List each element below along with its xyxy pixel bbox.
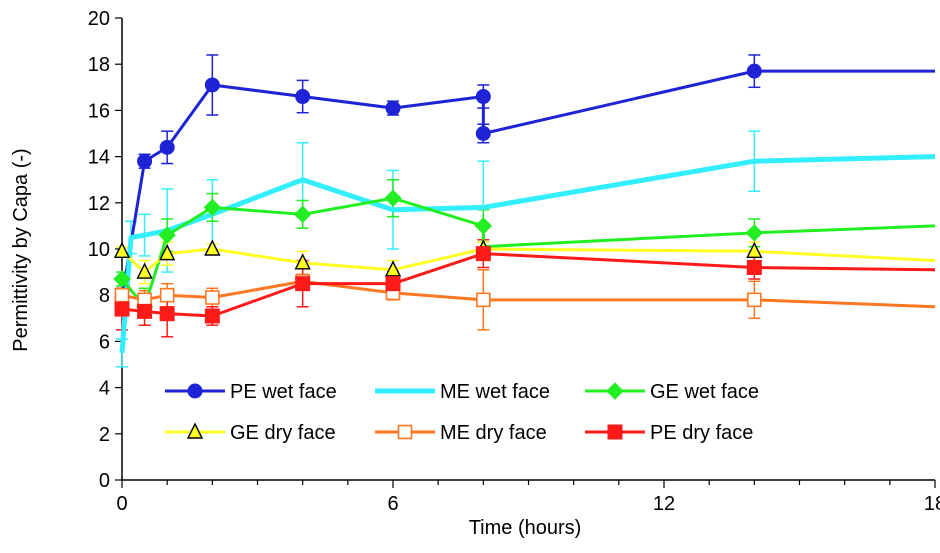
y-tick-label: 18 — [88, 54, 110, 76]
legend-swatch-marker — [606, 382, 624, 400]
y-axis-label: Permittivity by Capa (-) — [10, 148, 32, 351]
me-dry-face-point — [114, 287, 130, 303]
me-dry-face-point — [205, 290, 220, 305]
x-tick-label: 18 — [924, 493, 940, 515]
ge-wet-face-point — [293, 205, 312, 224]
legend-label: PE wet face — [230, 381, 337, 403]
series-lines — [119, 69, 936, 354]
me-dry-face-point — [159, 287, 175, 303]
y-tick-label: 14 — [88, 147, 110, 169]
pe-dry-face-point — [746, 259, 762, 275]
ge-dry-face-point — [113, 241, 131, 259]
y-tick-label: 12 — [88, 193, 110, 215]
axes: 0 2 4 6 8 10 12 14 16 18 20 0 6 12 18 — [88, 8, 940, 515]
me-dry-face-point — [747, 292, 762, 308]
ge-wet-face-point — [474, 217, 493, 235]
ge-dry-face-point — [294, 253, 311, 270]
legend-item-ge-dry-face: GE dry face — [165, 422, 336, 444]
ge-wet-face-point — [384, 189, 402, 207]
pe-dry-face-point — [204, 308, 220, 324]
ge-wet-face-point — [113, 270, 131, 288]
ge-dry-face-point — [204, 239, 221, 256]
y-tick-label: 16 — [88, 100, 110, 122]
legend-label: PE dry face — [650, 422, 753, 444]
pe-wet-face-point — [475, 126, 491, 141]
legend-swatch-marker — [397, 424, 413, 440]
me-dry-face-line — [121, 279, 936, 309]
pe-wet-face-point — [746, 63, 762, 79]
pe-wet-face-point — [475, 89, 491, 105]
y-tick-label: 0 — [99, 470, 110, 492]
me-wet-face-line — [119, 154, 936, 354]
series-markers — [113, 63, 764, 324]
pe-wet-face-line — [120, 69, 935, 298]
legend-item-ge-wet-face: GE wet face — [585, 381, 759, 403]
ge-dry-face-point — [136, 262, 153, 279]
ge-dry-face-point — [746, 241, 763, 259]
pe-dry-face-line — [121, 252, 936, 318]
legend-swatch-marker — [186, 422, 204, 439]
pe-dry-face-point — [385, 276, 401, 292]
pe-wet-face-point — [137, 153, 153, 169]
ge-wet-face-point — [158, 226, 176, 244]
x-tick-label: 6 — [387, 493, 398, 515]
pe-dry-face-point — [295, 276, 311, 292]
y-tick-label: 20 — [88, 8, 110, 30]
pe-dry-face-point — [114, 301, 130, 317]
pe-dry-face-point — [137, 303, 153, 319]
legend-item-me-dry-face: ME dry face — [375, 422, 547, 444]
y-tick-label: 10 — [88, 239, 110, 261]
legend-swatch-marker — [187, 383, 203, 399]
y-tick-label: 4 — [99, 378, 110, 400]
pe-dry-face-point — [159, 306, 175, 322]
y-tick-label: 8 — [99, 285, 110, 307]
legend-label: GE wet face — [650, 381, 759, 403]
pe-wet-face-point — [295, 89, 311, 105]
legend-item-pe-dry-face: PE dry face — [585, 422, 753, 444]
me-dry-face-point — [476, 292, 491, 308]
legend-label: ME wet face — [440, 381, 550, 403]
y-tick-label: 6 — [99, 331, 110, 353]
ge-dry-face-point — [159, 244, 176, 261]
pe-wet-face-point — [385, 100, 401, 116]
legend-item-me-wet-face: ME wet face — [375, 381, 550, 403]
ge-wet-face-point — [745, 224, 764, 242]
ge-wet-face-point — [203, 198, 222, 217]
x-tick-label: 0 — [116, 493, 127, 515]
x-axis-label: Time (hours) — [469, 517, 582, 539]
legend-label: GE dry face — [230, 422, 336, 444]
ge-dry-face-point — [384, 260, 402, 277]
legend: PE wet face ME wet face GE wet face GE dry … — [165, 381, 759, 444]
legend-swatch-marker — [607, 424, 623, 440]
y-tick-label: 2 — [99, 424, 110, 446]
legend-label: ME dry face — [440, 422, 547, 444]
ge-wet-face-line — [120, 196, 936, 309]
pe-wet-face-point — [159, 139, 175, 155]
legend-item-pe-wet-face: PE wet face — [165, 381, 337, 403]
pe-dry-face-point — [475, 246, 491, 262]
pe-wet-face-point — [204, 77, 220, 93]
x-tick-label: 12 — [653, 493, 675, 515]
